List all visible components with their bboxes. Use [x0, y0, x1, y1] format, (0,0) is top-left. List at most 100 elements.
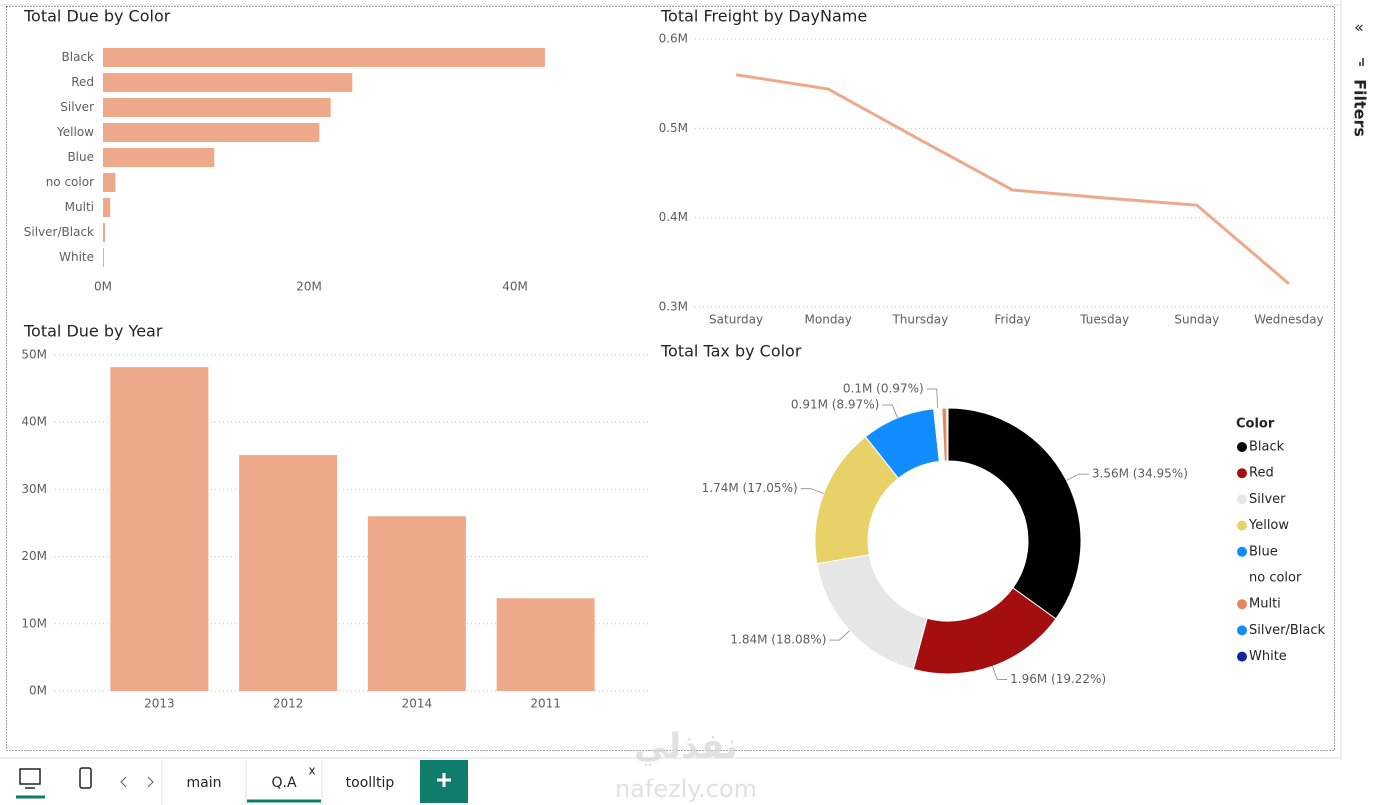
- y-tick-label: Silver: [60, 100, 94, 114]
- x-tick-label: 2013: [144, 697, 175, 711]
- desktop-view-button[interactable]: [16, 768, 45, 799]
- y-tick-label: Multi: [65, 200, 94, 214]
- leader-line: [1066, 473, 1089, 481]
- bar: [367, 516, 466, 691]
- bar: [239, 455, 338, 691]
- chart-title: Total Due by Color: [23, 7, 171, 26]
- legend-label: Silver: [1249, 492, 1286, 507]
- y-tick-label: 50M: [21, 348, 47, 362]
- legend-marker: [1237, 599, 1247, 610]
- legend-marker: [1237, 442, 1247, 452]
- y-tick-label: Black: [62, 50, 95, 64]
- filter-icon: [1359, 58, 1364, 66]
- add-page-button[interactable]: [420, 760, 468, 803]
- y-tick-label: 0.6M: [659, 32, 688, 46]
- legend-marker: [1237, 468, 1247, 479]
- bar: [103, 73, 353, 92]
- report-frame: [6, 6, 1335, 751]
- bar: [103, 223, 106, 242]
- x-tick-label: Thursday: [891, 313, 948, 327]
- collapse-button[interactable]: «: [1354, 18, 1364, 37]
- prev-page-button[interactable]: [120, 776, 127, 788]
- x-tick-label: 0M: [94, 280, 112, 294]
- bar: [103, 123, 320, 142]
- page-tab[interactable]: toolltip: [346, 775, 395, 791]
- bar: [103, 173, 116, 192]
- donut-slice: [947, 407, 1082, 620]
- chart-title: Total Due by Year: [23, 322, 163, 341]
- data-label: 0.91M (8.97%): [791, 397, 879, 411]
- legend-label: Silver/Black: [1249, 623, 1326, 638]
- y-tick-label: Blue: [67, 150, 94, 164]
- bar: [103, 198, 111, 217]
- bar: [110, 367, 209, 691]
- legend-label: no color: [1249, 571, 1302, 586]
- bar: [496, 598, 595, 691]
- x-tick-label: 20M: [296, 280, 322, 294]
- legend-label: Multi: [1249, 597, 1281, 612]
- legend-marker: [1237, 494, 1247, 505]
- legend-marker: [1237, 520, 1247, 531]
- chart-title: Total Freight by DayName: [660, 7, 867, 26]
- leader-line: [991, 666, 1008, 681]
- next-page-button[interactable]: [147, 776, 154, 788]
- legend-label: Black: [1249, 440, 1285, 455]
- data-label: 1.74M (17.05%): [702, 481, 798, 495]
- legend-marker: [1237, 651, 1247, 662]
- data-label: 3.56M (34.95%): [1092, 467, 1188, 481]
- page-tab[interactable]: main: [187, 775, 222, 791]
- y-tick-label: 20M: [21, 549, 47, 563]
- data-label: 0.1M (0.97%): [843, 381, 924, 395]
- y-tick-label: Yellow: [56, 125, 94, 139]
- legend-label: Red: [1249, 466, 1274, 481]
- watermark: نفذلي: [634, 727, 738, 767]
- x-tick-label: 2012: [273, 697, 304, 711]
- bar: [103, 248, 105, 267]
- close-tab-button[interactable]: x: [308, 764, 315, 778]
- filters-pane-label[interactable]: Filters: [1351, 79, 1370, 137]
- y-tick-label: 0M: [29, 684, 47, 698]
- chart-title: Total Tax by Color: [660, 342, 802, 361]
- mobile-view-button[interactable]: [79, 767, 92, 789]
- leader-line: [926, 388, 939, 409]
- x-tick-label: 40M: [502, 280, 528, 294]
- x-tick-label: Tuesday: [1079, 313, 1129, 327]
- x-tick-label: Friday: [994, 313, 1030, 327]
- x-tick-label: Monday: [805, 313, 852, 327]
- page-tab-active[interactable]: Q.A: [271, 775, 296, 791]
- bar: [103, 48, 545, 67]
- y-tick-label: 10M: [21, 616, 47, 630]
- y-tick-label: 0.4M: [659, 210, 688, 224]
- legend-title: Color: [1236, 417, 1275, 432]
- x-tick-label: Saturday: [709, 313, 763, 327]
- watermark: nafezly.com: [615, 775, 757, 803]
- y-tick-label: White: [59, 250, 94, 264]
- leader-line: [800, 488, 824, 495]
- legend-label: Blue: [1249, 544, 1278, 559]
- data-label: 1.84M (18.08%): [730, 633, 826, 647]
- y-tick-label: 30M: [21, 482, 47, 496]
- legend-marker: [1237, 573, 1247, 583]
- line: [735, 73, 1290, 285]
- leader-line: [829, 630, 851, 641]
- leader-line: [882, 404, 899, 419]
- legend-marker: [1237, 546, 1247, 557]
- y-tick-label: no color: [46, 175, 94, 189]
- bar: [103, 98, 331, 117]
- legend-label: Yellow: [1248, 518, 1289, 533]
- y-tick-label: 40M: [21, 415, 47, 429]
- y-tick-label: Red: [71, 75, 94, 89]
- y-tick-label: 0.5M: [659, 121, 688, 135]
- y-tick-label: Silver/Black: [24, 225, 94, 239]
- x-tick-label: Wednesday: [1254, 313, 1323, 327]
- x-tick-label: Sunday: [1174, 313, 1219, 327]
- bar: [103, 148, 215, 167]
- y-tick-label: 0.3M: [659, 300, 688, 314]
- legend-marker: [1237, 625, 1247, 636]
- x-tick-label: 2014: [402, 697, 433, 711]
- data-label: 1.96M (19.22%): [1010, 672, 1106, 686]
- legend-label: White: [1249, 649, 1287, 664]
- x-tick-label: 2011: [530, 697, 561, 711]
